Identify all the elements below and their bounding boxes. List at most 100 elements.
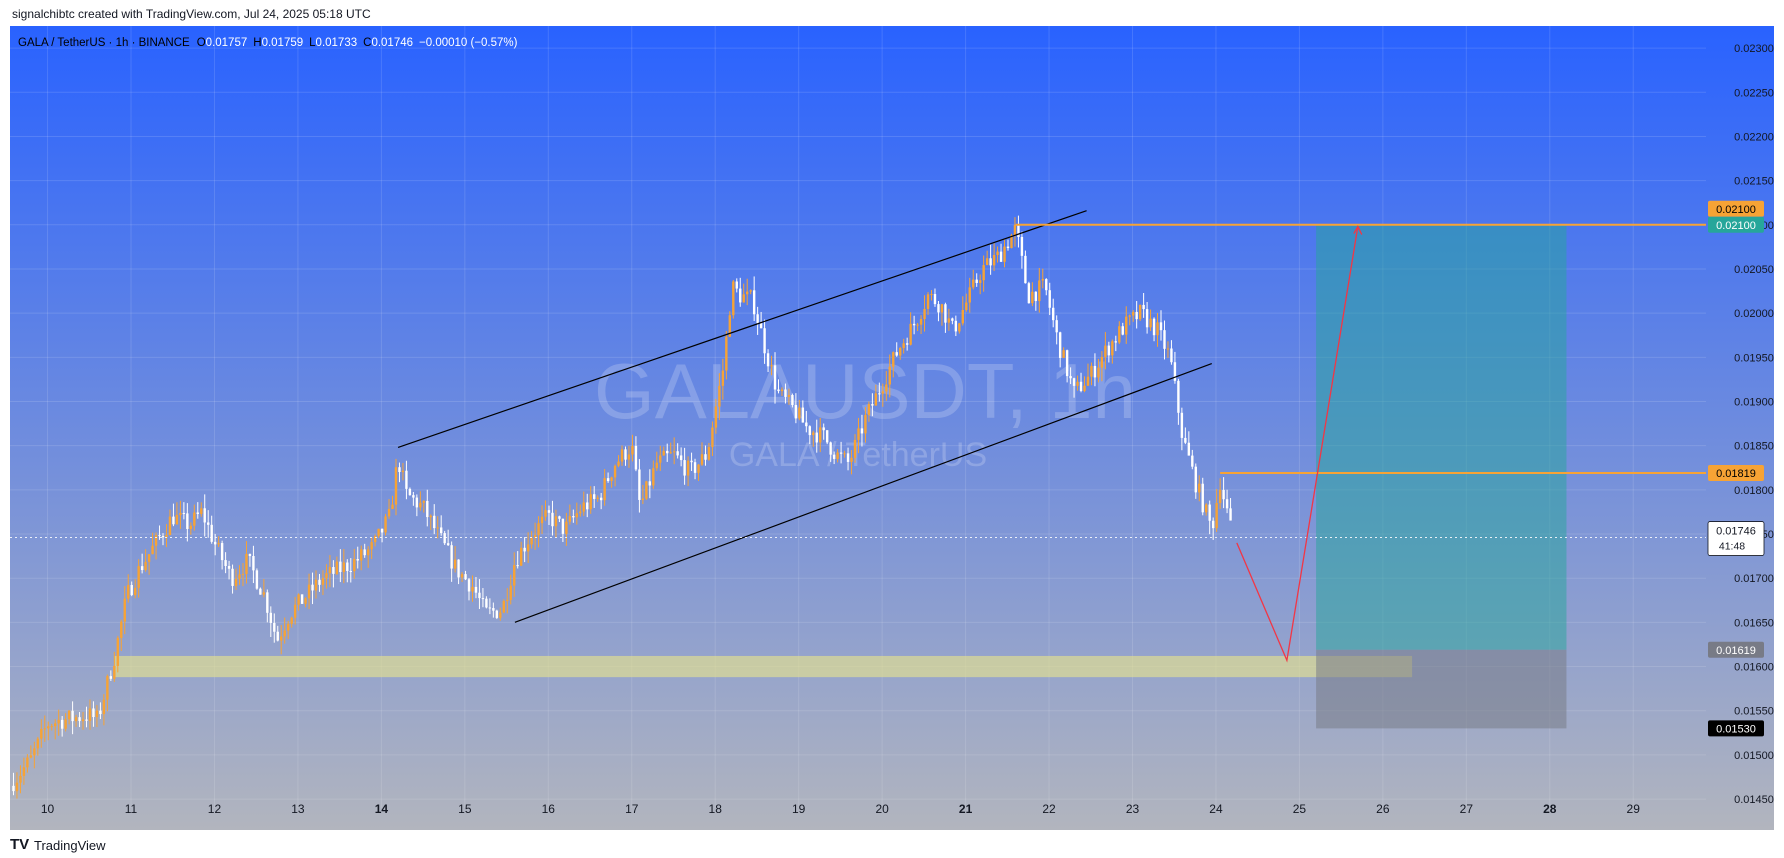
candle-bearish	[690, 460, 693, 463]
candle-bearish	[905, 343, 909, 345]
candle-bullish	[1125, 316, 1128, 335]
candle-bearish	[547, 510, 551, 513]
candle-bullish	[885, 384, 888, 392]
stop-loss-zone	[1316, 649, 1567, 729]
projected-path[interactable]	[1236, 226, 1359, 663]
candle-bullish	[850, 457, 853, 462]
candle-bearish	[1055, 320, 1058, 333]
candle-bearish	[276, 631, 279, 641]
candle-bearish	[735, 281, 738, 289]
candle-bullish	[168, 516, 172, 535]
candle-bullish	[926, 294, 930, 309]
candle-bullish	[627, 454, 631, 460]
candle-bullish	[19, 775, 22, 783]
price-axis[interactable]: 0.01450 0.01500 0.01550 0.01600 0.01650 0.017…	[1734, 43, 1774, 806]
candle-bearish	[1211, 520, 1215, 529]
candle-bullish	[711, 427, 714, 448]
candle-bullish	[290, 617, 293, 624]
candle-bullish	[613, 465, 617, 478]
candle-bearish	[1079, 381, 1083, 392]
channel-upper-trendline[interactable]	[397, 210, 1087, 449]
candle-bearish	[1201, 483, 1204, 513]
time-tick-label: 14	[375, 802, 389, 816]
take-profit-price-label: 0.02100	[1716, 220, 1756, 232]
candle-bullish	[321, 578, 325, 585]
candle-bearish	[158, 535, 161, 537]
candle-bullish	[881, 391, 885, 394]
candle-bullish	[95, 710, 99, 718]
candle-bearish	[999, 251, 1003, 262]
candle-bullish	[707, 447, 711, 460]
channel-lower-trendline[interactable]	[514, 362, 1212, 623]
candle-bearish	[1093, 365, 1097, 378]
candle-bearish	[1229, 508, 1232, 521]
change-value: −0.00010 (−0.57%)	[419, 37, 518, 49]
candle-bullish	[64, 719, 67, 729]
price-tick-label: 0.01650	[1734, 617, 1774, 629]
brand-name[interactable]: TradingView	[34, 838, 106, 853]
candle-bearish	[1045, 279, 1048, 291]
candle-bearish	[937, 304, 940, 313]
candle-bullish	[234, 578, 238, 586]
last-price-badge	[1707, 521, 1765, 556]
candle-bearish	[704, 454, 707, 460]
candle-bullish	[33, 748, 36, 756]
candle-bearish	[269, 612, 273, 623]
candle-bearish	[1135, 311, 1138, 320]
candle-bullish	[293, 604, 297, 618]
candle-bullish	[958, 323, 961, 332]
candle-bearish	[415, 497, 419, 508]
symbol-legend[interactable]: GALA / TetherUS · 1h · BINANCE O0.01757 H0…	[18, 37, 518, 49]
candle-bearish	[203, 508, 206, 523]
candle-bearish	[227, 565, 231, 569]
symbol-pair-label[interactable]: GALA / TetherUS · 1h · BINANCE O0.01757 H0…	[18, 37, 518, 49]
candle-bearish	[1180, 412, 1184, 438]
candle-bullish	[530, 537, 533, 545]
candle-bullish	[120, 621, 123, 638]
candle-bullish	[123, 598, 126, 622]
candle-bullish	[544, 510, 547, 517]
candle-bullish	[610, 477, 613, 482]
resistance-price-label-badge	[1708, 465, 1764, 482]
close-value: 0.01746	[371, 37, 413, 49]
candle-bearish	[363, 549, 366, 556]
candle-bearish	[300, 594, 304, 604]
candle-bearish	[332, 567, 335, 574]
candle-bullish	[127, 584, 130, 599]
candle-bullish	[909, 323, 912, 345]
candle-bearish	[207, 522, 210, 525]
candle-bullish	[429, 515, 432, 518]
target-level-price-label-badge	[1708, 200, 1764, 217]
candle-bullish	[81, 719, 85, 722]
candles	[12, 215, 1232, 799]
candle-bullish	[645, 481, 648, 499]
candle-bearish	[1159, 322, 1163, 331]
candle-bearish	[349, 571, 352, 573]
candle-bullish	[718, 385, 721, 407]
candle-bullish	[217, 543, 220, 545]
candle-bullish	[113, 665, 116, 679]
candle-bullish	[985, 258, 989, 266]
candle-bullish	[672, 451, 676, 453]
candle-bullish	[992, 254, 996, 266]
candle-bullish	[857, 428, 860, 440]
candle-bullish	[353, 559, 356, 572]
high-label: H	[253, 37, 261, 49]
candle-bullish	[36, 738, 40, 749]
candle-bullish	[1076, 381, 1079, 386]
candle-bullish	[314, 579, 318, 591]
candle-bearish	[231, 568, 234, 586]
time-axis[interactable]: 10 11 12 13 14 15 16 17 18 19 20 21 22 23 24 25 26 27 28 29	[41, 802, 1640, 816]
candle-bearish	[339, 561, 342, 573]
candle-bearish	[161, 536, 165, 538]
candle-bearish	[196, 512, 199, 514]
candle-bearish	[224, 560, 227, 566]
candle-bullish	[798, 407, 801, 419]
candle-bullish	[360, 549, 363, 561]
candle-bearish	[12, 785, 15, 792]
candle-bullish	[589, 494, 592, 510]
candle-bearish	[1034, 291, 1038, 302]
candle-bearish	[1208, 504, 1211, 521]
candle-bullish	[394, 467, 398, 505]
